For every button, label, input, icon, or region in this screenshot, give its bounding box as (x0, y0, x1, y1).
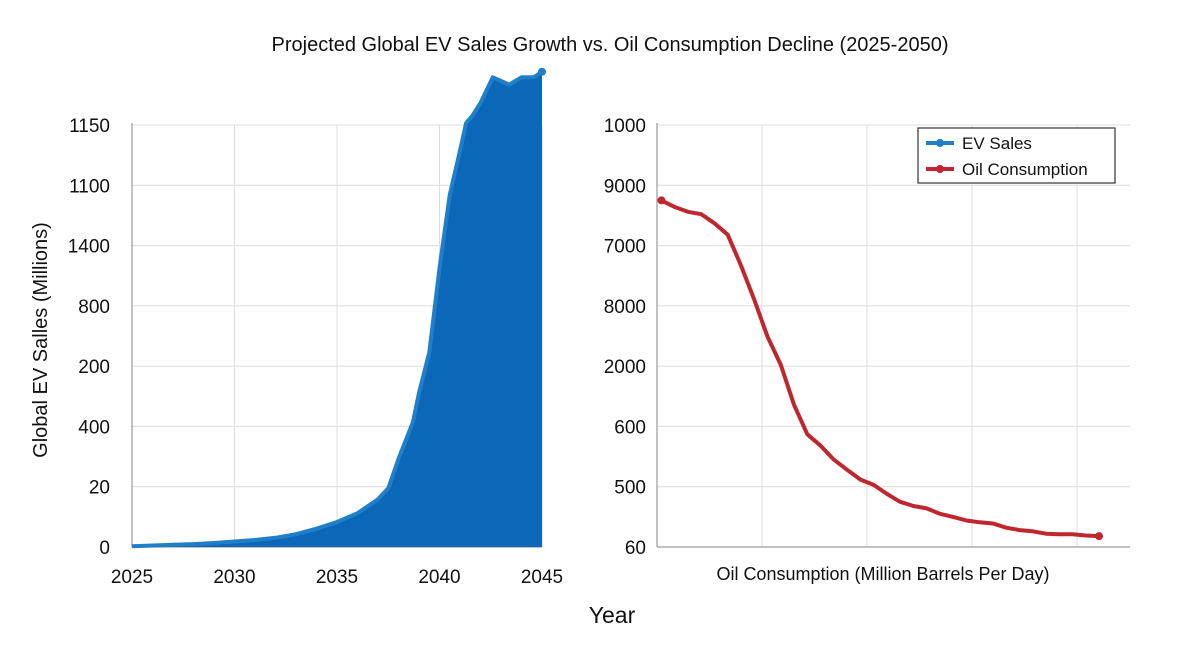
legend-ev-sales-label: EV Sales (962, 134, 1032, 153)
right-y-tick-label: 60 (625, 538, 646, 559)
left-x-tick-label: 2045 (521, 567, 563, 588)
right-y-tick-label: 500 (614, 478, 646, 499)
right-y-tick-label: 9000 (604, 176, 646, 197)
left-y-tick-label: 20 (89, 478, 110, 499)
chart-title: Projected Global EV Sales Growth vs. Oil… (272, 34, 949, 56)
oil-consumption-start-point (657, 196, 666, 205)
left-x-tick-label: 2030 (213, 567, 255, 588)
left-y-tick-label: 800 (78, 297, 110, 318)
left-y-tick-labels: 0 20 400 200 800 1400 1100 1150 (68, 116, 110, 559)
right-x-axis-label: Oil Consumption (Million Barrels Per Day… (716, 564, 1049, 584)
left-x-tick-labels: 2025 2030 2035 2040 2045 (111, 567, 563, 588)
ev-sales-line (131, 70, 544, 549)
left-y-tick-label: 1150 (69, 116, 110, 137)
right-y-tick-labels: 60 500 600 2000 8000 7000 9000 1000 (604, 116, 646, 559)
legend-box (917, 127, 1116, 184)
oil-consumption-line (659, 198, 1102, 539)
chart-legend: EV Sales Oil Consumption (917, 127, 1116, 184)
left-x-tick-label: 2035 (316, 567, 358, 588)
right-y-tick-label: 7000 (604, 237, 646, 258)
left-y-tick-label: 0 (99, 538, 110, 559)
left-y-tick-label: 1400 (68, 237, 110, 258)
left-y-axis-label: Global EV Salles (Millions) (30, 222, 52, 458)
left-y-tick-label: 400 (78, 417, 110, 438)
legend-oil-consumption-marker (936, 165, 944, 173)
oil-consumption-end-point (1095, 532, 1104, 541)
left-x-tick-label: 2025 (111, 567, 153, 588)
right-y-tick-label: 8000 (604, 297, 646, 318)
right-y-tick-label: 600 (614, 417, 646, 438)
left-x-tick-label: 2040 (418, 567, 460, 588)
left-y-tick-label: 1100 (69, 176, 110, 197)
ev-sales-end-point (538, 67, 546, 76)
right-gridlines (656, 123, 1130, 548)
legend-oil-consumption-label: Oil Consumption (962, 160, 1088, 179)
legend-ev-sales-marker (936, 139, 944, 147)
right-y-tick-label: 1000 (604, 116, 646, 137)
right-y-tick-label: 2000 (604, 357, 646, 378)
left-y-tick-label: 200 (78, 357, 110, 378)
ev-sales-area (132, 71, 542, 548)
x-axis-title: Year (589, 602, 636, 628)
